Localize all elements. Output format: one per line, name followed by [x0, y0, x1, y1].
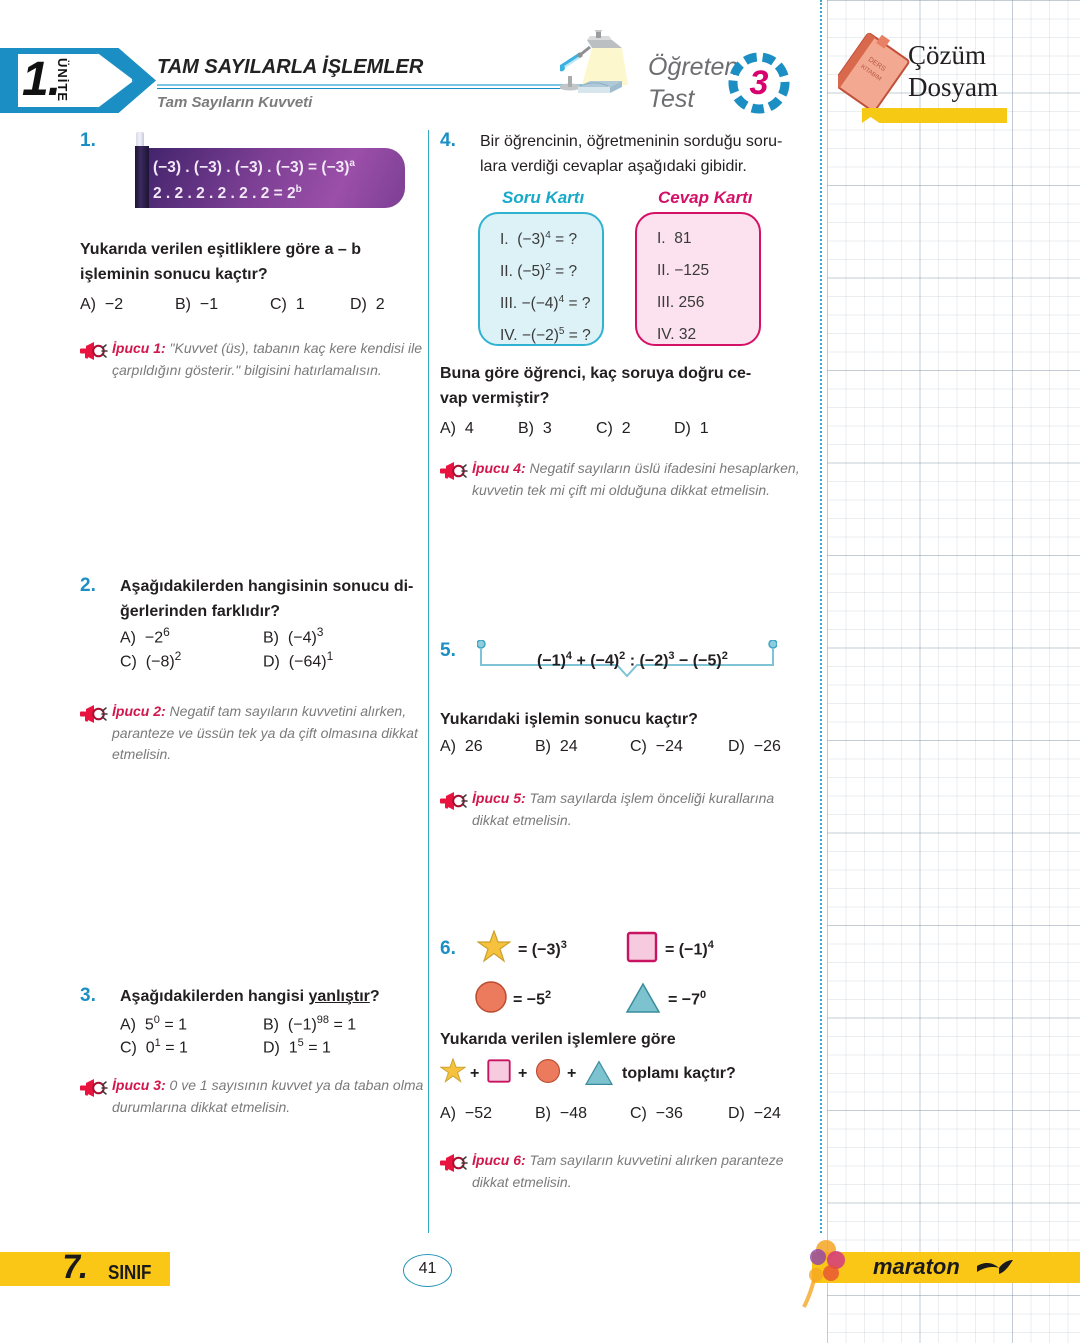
svg-text:3: 3	[750, 64, 769, 102]
